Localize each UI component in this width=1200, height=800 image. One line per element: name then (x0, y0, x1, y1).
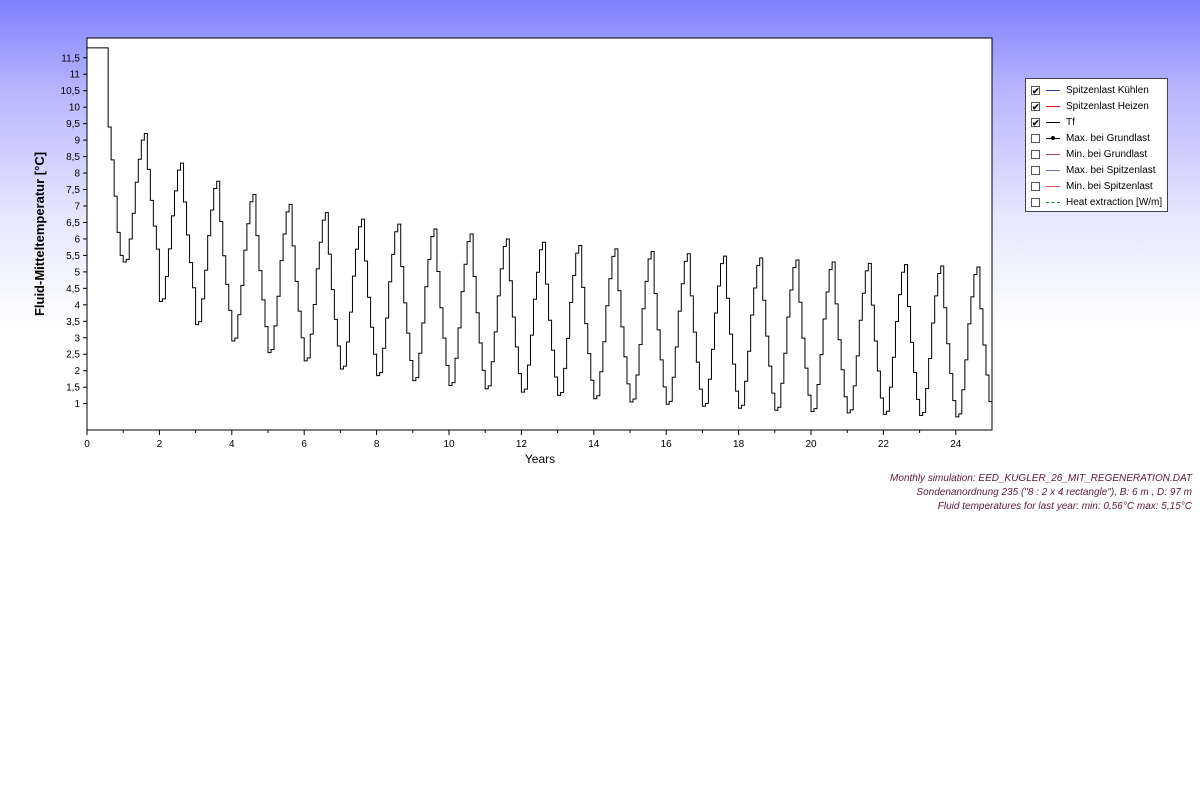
y-tick-label: 4 (74, 300, 80, 311)
y-axis: 11,522,533,544,555,566,577,588,599,51010… (61, 53, 87, 410)
simulation-caption: Monthly simulation: EED_KUGLER_26_MIT_RE… (890, 472, 1192, 514)
y-tick-label: 3,5 (66, 317, 80, 328)
x-tick-label: 18 (733, 439, 745, 450)
legend-swatch (1046, 201, 1060, 203)
x-tick-label: 24 (950, 439, 962, 450)
legend-item[interactable]: Max. bei Grundlast (1026, 130, 1167, 146)
checkbox-unchecked-icon[interactable] (1031, 133, 1040, 143)
legend-label: Max. bei Grundlast (1066, 132, 1150, 144)
legend-label: Spitzenlast Kühlen (1066, 84, 1149, 96)
legend-item[interactable]: ✔ Tf (1026, 114, 1167, 130)
y-tick-label: 5,5 (66, 251, 80, 262)
caption-line-2: Sondenanordnung 235 ("8 : 2 x 4 rectangl… (916, 487, 1192, 498)
x-tick-label: 2 (157, 439, 163, 450)
y-axis-title: Fluid-Mitteltemperatur [°C] (32, 152, 47, 316)
x-tick-label: 22 (878, 439, 890, 450)
legend-swatch (1046, 185, 1060, 187)
x-tick-label: 12 (516, 439, 528, 450)
y-tick-label: 1,5 (66, 383, 80, 394)
x-tick-label: 8 (374, 439, 380, 450)
legend-label: Min. bei Spitzenlast (1066, 180, 1153, 192)
x-tick-label: 6 (301, 439, 307, 450)
checkbox-unchecked-icon[interactable] (1031, 197, 1040, 207)
checkbox-checked-icon[interactable]: ✔ (1031, 85, 1040, 96)
checkbox-checked-icon[interactable]: ✔ (1031, 101, 1040, 112)
caption-line-1: Monthly simulation: EED_KUGLER_26_MIT_RE… (890, 473, 1192, 484)
y-tick-label: 3 (74, 333, 80, 344)
y-tick-label: 5 (74, 267, 80, 278)
chart-legend: ✔ Spitzenlast Kühlen ✔ Spitzenlast Heizen ✔ T… (1025, 78, 1168, 212)
legend-swatch (1046, 136, 1060, 140)
checkbox-checked-icon[interactable]: ✔ (1031, 117, 1040, 128)
legend-swatch (1046, 89, 1060, 91)
legend-item[interactable]: Heat extraction [W/m] (1026, 194, 1167, 210)
legend-item[interactable]: ✔ Spitzenlast Heizen (1026, 98, 1167, 114)
legend-swatch (1046, 153, 1060, 155)
y-tick-label: 6,5 (66, 218, 80, 229)
legend-swatch (1046, 105, 1060, 107)
y-tick-label: 11,5 (61, 53, 80, 64)
y-tick-label: 9,5 (66, 119, 80, 130)
checkbox-unchecked-icon[interactable] (1031, 181, 1040, 191)
legend-item[interactable]: ✔ Spitzenlast Kühlen (1026, 82, 1167, 98)
legend-label: Spitzenlast Heizen (1066, 100, 1149, 112)
y-tick-label: 6 (74, 234, 80, 245)
legend-label: Heat extraction [W/m] (1066, 196, 1163, 208)
legend-label: Min. bei Grundlast (1066, 148, 1148, 160)
checkbox-unchecked-icon[interactable] (1031, 149, 1040, 159)
y-tick-label: 11 (70, 70, 81, 81)
x-tick-label: 10 (443, 439, 455, 450)
legend-label: Tf (1066, 116, 1075, 128)
x-tick-label: 14 (588, 439, 600, 450)
series-line-tf (86, 47, 993, 419)
legend-swatch (1046, 121, 1060, 123)
x-tick-label: 16 (661, 439, 673, 450)
y-tick-label: 9 (74, 136, 80, 147)
y-tick-label: 8,5 (66, 152, 80, 163)
y-tick-label: 4,5 (66, 284, 80, 295)
y-tick-label: 10,5 (61, 86, 81, 97)
checkbox-unchecked-icon[interactable] (1031, 165, 1040, 175)
y-tick-label: 2,5 (66, 350, 80, 361)
y-tick-label: 2 (74, 366, 80, 377)
legend-item[interactable]: Min. bei Spitzenlast (1026, 178, 1167, 194)
x-tick-label: 4 (229, 439, 235, 450)
y-tick-label: 7 (74, 202, 80, 213)
x-axis: 0 2 4 6 8 10 12 14 16 18 20 22 24 (84, 430, 962, 450)
legend-swatch (1046, 169, 1060, 171)
y-tick-label: 8 (74, 169, 80, 180)
y-tick-label: 1 (74, 399, 80, 410)
caption-line-3: Fluid temperatures for last year: min: 0… (937, 501, 1192, 512)
legend-label: Max. bei Spitzenlast (1066, 164, 1156, 176)
x-tick-label: 0 (84, 439, 90, 450)
x-axis-title: Years (525, 452, 555, 466)
legend-item[interactable]: Max. bei Spitzenlast (1026, 162, 1167, 178)
y-tick-label: 7,5 (66, 185, 80, 196)
legend-item[interactable]: Min. bei Grundlast (1026, 146, 1167, 162)
y-tick-label: 10 (69, 103, 81, 114)
x-tick-label: 20 (805, 439, 817, 450)
